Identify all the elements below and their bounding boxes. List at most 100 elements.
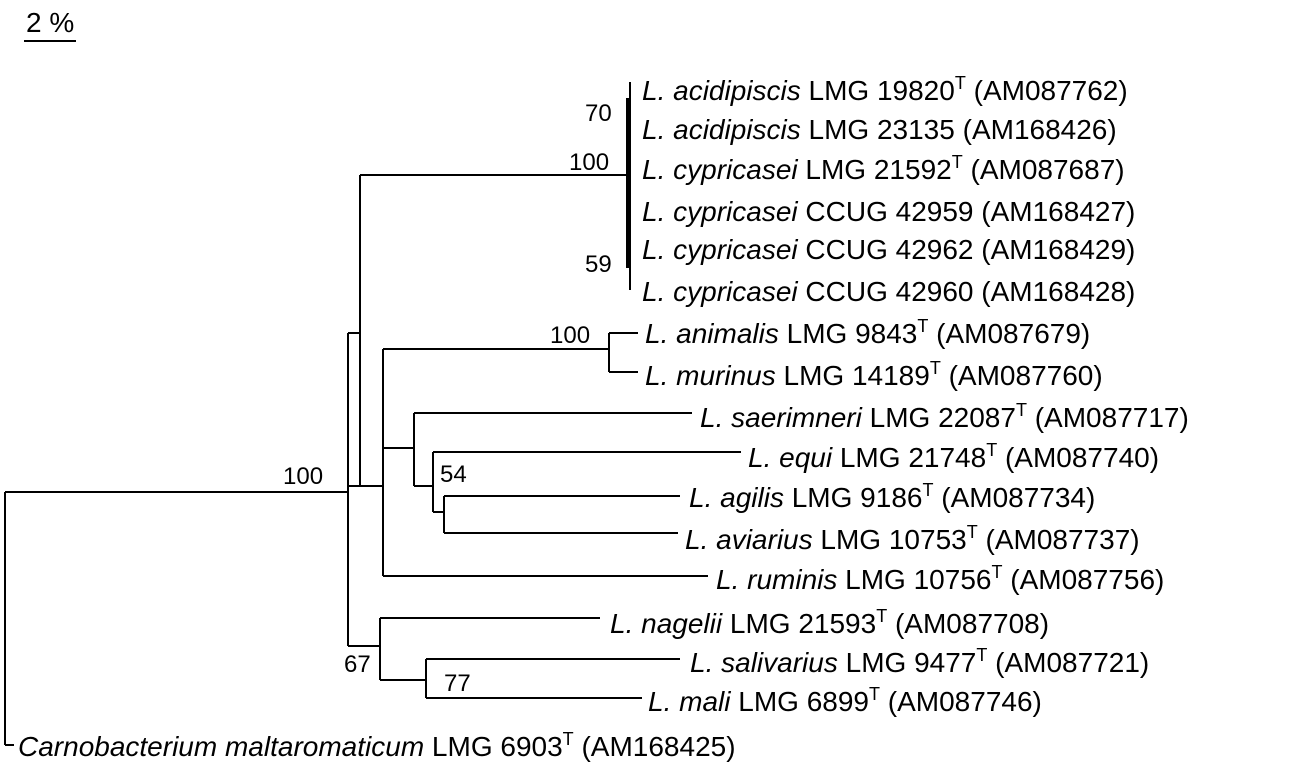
bootstrap-value: 100 (550, 322, 590, 349)
taxon-species-name: Carnobacterium maltaromaticum (18, 731, 424, 762)
taxon-species-name: L. ruminis (716, 564, 837, 595)
taxon-accession: (AM087717) (1027, 402, 1189, 433)
taxon-accession: (AM087687) (963, 154, 1125, 185)
bootstrap-value: 67 (344, 651, 371, 678)
taxon-label: L. equi LMG 21748T (AM087740) (748, 440, 1159, 473)
taxon-label: Carnobacterium maltaromaticum LMG 6903T … (18, 729, 736, 762)
branch-lower-clade (348, 618, 381, 680)
branch-mid-group (360, 349, 384, 576)
branch-animalis-murinus-tips (609, 332, 638, 373)
taxon-accession: (AM087679) (928, 318, 1090, 349)
taxon-accession: (AM168426) (955, 114, 1117, 145)
taxon-label: L. murinus LMG 14189T (AM087760) (645, 358, 1103, 391)
taxon-species-name: L. aviarius (685, 524, 813, 555)
taxon-strain: LMG 19820 (801, 75, 955, 106)
branches (4, 82, 741, 746)
taxon-strain: LMG 21592 (798, 154, 952, 185)
taxon-labels: L. acidipiscis LMG 19820T (AM087762)L. a… (18, 73, 1189, 762)
type-strain-marker: T (922, 480, 933, 500)
taxon-accession: (AM087708) (887, 608, 1049, 639)
taxon-strain: LMG 21593 (722, 608, 876, 639)
taxon-label: L. ruminis LMG 10756T (AM087756) (716, 562, 1164, 595)
taxon-strain: LMG 21748 (832, 442, 986, 473)
taxon-accession: (AM168429) (974, 234, 1136, 265)
taxon-strain: LMG 22087 (862, 402, 1016, 433)
taxon-accession: (AM087734) (933, 482, 1095, 513)
branch-upper-clade (348, 175, 361, 334)
taxon-strain: LMG 14189 (776, 360, 930, 391)
type-strain-marker: T (952, 152, 963, 172)
taxon-species-name: L. cypricasei (642, 154, 798, 185)
taxon-accession: (AM087737) (978, 524, 1140, 555)
taxon-species-name: L. cypricasei (642, 196, 798, 227)
type-strain-marker: T (917, 316, 928, 336)
taxon-label: L. agilis LMG 9186T (AM087734) (689, 480, 1095, 513)
taxon-strain: LMG 6899 (730, 686, 869, 717)
type-strain-marker: T (869, 684, 880, 704)
bootstrap-value: 59 (585, 251, 612, 278)
taxon-strain: LMG 10753 (813, 524, 967, 555)
taxon-strain: CCUG 42960 (798, 276, 974, 307)
taxon-strain: LMG 10756 (837, 564, 991, 595)
taxon-strain: LMG 9843 (779, 318, 918, 349)
bootstrap-value: 70 (585, 100, 612, 127)
taxon-accession: (AM087762) (966, 75, 1128, 106)
branch-salivarius-mali-tips (426, 658, 680, 699)
taxon-label: L. mali LMG 6899T (AM087746) (648, 684, 1042, 717)
taxon-strain: CCUG 42959 (798, 196, 974, 227)
taxon-strain: LMG 23135 (801, 114, 955, 145)
bootstrap-value: 54 (440, 461, 467, 488)
type-strain-marker: T (991, 562, 1002, 582)
taxon-species-name: L. mali (648, 686, 731, 717)
taxon-label: L. saerimneri LMG 22087T (AM087717) (700, 400, 1189, 433)
taxon-label: L. cypricasei CCUG 42960 (AM168428) (642, 276, 1135, 307)
taxon-species-name: L. cypricasei (642, 276, 798, 307)
branch-salivarius-mali (380, 659, 427, 698)
taxon-label: L. cypricasei CCUG 42962 (AM168429) (642, 234, 1135, 265)
taxon-label: L. acidipiscis LMG 19820T (AM087762) (642, 73, 1128, 106)
type-strain-marker: T (876, 606, 887, 626)
taxon-accession: (AM087756) (1002, 564, 1164, 595)
type-strain-marker: T (986, 440, 997, 460)
type-strain-marker: T (955, 73, 966, 93)
taxon-label: L. animalis LMG 9843T (AM087679) (645, 316, 1090, 349)
taxon-strain: LMG 9477 (838, 647, 977, 678)
taxon-species-name: L. equi (748, 442, 833, 473)
taxon-species-name: L. murinus (645, 360, 776, 391)
bootstrap-value: 77 (444, 670, 471, 697)
taxon-label: L. aviarius LMG 10753T (AM087737) (685, 522, 1140, 555)
bootstrap-value: 100 (283, 463, 323, 490)
branch-mid-connector (348, 333, 361, 487)
taxon-label: L. salivarius LMG 9477T (AM087721) (690, 645, 1149, 678)
taxon-accession: (AM087740) (997, 442, 1159, 473)
type-strain-marker: T (563, 729, 574, 749)
branch-agilis-aviarius (433, 496, 445, 533)
branch-root (4, 491, 348, 745)
type-strain-marker: T (930, 358, 941, 378)
taxon-accession: (AM087721) (987, 647, 1149, 678)
taxon-species-name: L. cypricasei (642, 234, 798, 265)
taxon-accession: (AM168427) (974, 196, 1136, 227)
branch-equi-group (414, 452, 434, 512)
taxon-species-name: L. acidipiscis (642, 114, 801, 145)
taxon-species-name: L. acidipiscis (642, 75, 801, 106)
taxon-label: L. cypricasei LMG 21592T (AM087687) (642, 152, 1125, 185)
scale-bar: 2 % (24, 7, 76, 42)
taxon-accession: (AM168428) (974, 276, 1136, 307)
taxon-species-name: L. animalis (645, 318, 779, 349)
taxon-strain: CCUG 42962 (798, 234, 974, 265)
branch-animalis-murinus (383, 333, 610, 372)
bootstrap-value: 100 (569, 149, 609, 176)
taxon-species-name: L. salivarius (690, 647, 838, 678)
branch-agilis-aviarius-tips (444, 495, 680, 534)
type-strain-marker: T (1016, 400, 1027, 420)
taxon-accession: (AM087760) (941, 360, 1103, 391)
taxon-accession: (AM087746) (880, 686, 1042, 717)
type-strain-marker: T (976, 645, 987, 665)
taxon-species-name: L. saerimneri (700, 402, 863, 433)
taxon-label: L. acidipiscis LMG 23135 (AM168426) (642, 114, 1117, 145)
taxon-label: L. cypricasei CCUG 42959 (AM168427) (642, 196, 1135, 227)
taxon-accession: (AM168425) (574, 731, 736, 762)
taxon-strain: LMG 6903 (424, 731, 563, 762)
